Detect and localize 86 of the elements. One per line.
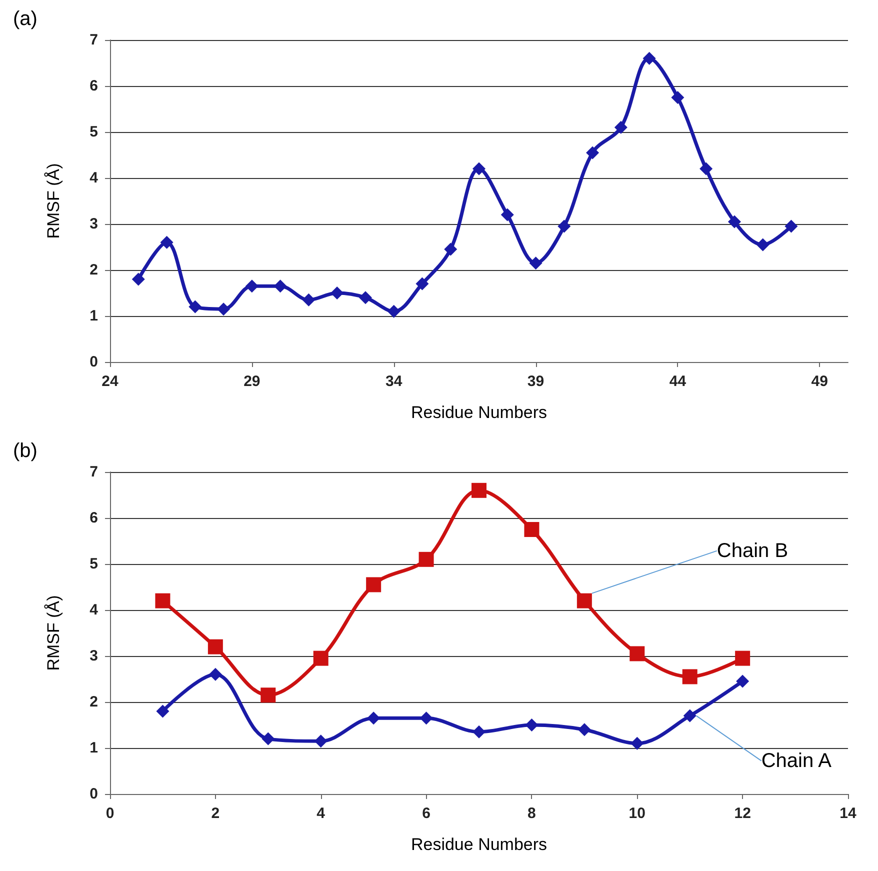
point bbox=[260, 688, 276, 703]
point bbox=[330, 286, 344, 300]
point bbox=[420, 712, 433, 725]
point bbox=[630, 736, 644, 750]
point bbox=[274, 280, 287, 293]
text: Chain A bbox=[761, 750, 832, 772]
x-tick-label: 6 bbox=[422, 805, 430, 822]
point bbox=[262, 732, 275, 746]
point bbox=[416, 277, 429, 290]
point bbox=[500, 208, 514, 222]
point bbox=[245, 280, 258, 293]
y-tick-label: 4 bbox=[90, 602, 99, 618]
x-tick-label: 0 bbox=[106, 805, 114, 822]
y-tick-label: 6 bbox=[90, 510, 98, 526]
point bbox=[784, 220, 798, 233]
text: Chain B bbox=[716, 540, 788, 562]
x-tick-label: 2 bbox=[211, 805, 220, 822]
y-tick-label: 7 bbox=[90, 464, 98, 480]
point bbox=[642, 52, 656, 65]
y-tick-label: 5 bbox=[90, 124, 98, 140]
y-tick-label: 3 bbox=[90, 216, 98, 232]
x-tick-label: 8 bbox=[528, 805, 536, 822]
y-axis-title: RMSF (Å) bbox=[44, 163, 63, 239]
x-tick-label: 49 bbox=[811, 373, 828, 390]
point bbox=[736, 674, 750, 688]
point bbox=[630, 646, 645, 662]
point bbox=[524, 522, 540, 537]
x-tick-label: 34 bbox=[386, 373, 403, 390]
point bbox=[472, 725, 486, 738]
point bbox=[558, 220, 571, 233]
point bbox=[313, 650, 328, 666]
point bbox=[472, 162, 486, 176]
point bbox=[302, 293, 316, 306]
x-tick-label: 39 bbox=[527, 373, 544, 390]
point bbox=[682, 669, 698, 684]
point bbox=[735, 650, 750, 666]
chart-title: (a) bbox=[13, 8, 38, 30]
point bbox=[728, 215, 741, 228]
point bbox=[160, 236, 174, 249]
x-tick-label: 10 bbox=[628, 805, 646, 822]
point bbox=[444, 242, 458, 256]
point bbox=[700, 162, 713, 176]
point bbox=[358, 291, 372, 304]
point bbox=[586, 146, 600, 160]
point bbox=[387, 304, 400, 318]
point bbox=[578, 723, 591, 736]
x-tick-label: 44 bbox=[669, 373, 687, 390]
y-tick-label: 2 bbox=[90, 262, 98, 278]
point bbox=[472, 482, 486, 498]
point bbox=[208, 639, 223, 654]
x-tick-label: 29 bbox=[244, 373, 260, 390]
point bbox=[132, 272, 145, 286]
point bbox=[614, 120, 628, 134]
point bbox=[576, 593, 592, 608]
point bbox=[683, 709, 696, 722]
point bbox=[525, 718, 538, 732]
point bbox=[217, 302, 230, 316]
y-tick-label: 4 bbox=[90, 170, 99, 186]
point bbox=[529, 256, 542, 270]
point bbox=[188, 300, 202, 314]
point bbox=[155, 593, 170, 608]
x-tick-label: 4 bbox=[316, 805, 326, 822]
point bbox=[367, 712, 380, 725]
point bbox=[671, 91, 684, 104]
point bbox=[366, 577, 382, 592]
point bbox=[418, 552, 434, 567]
y-tick-label: 0 bbox=[90, 786, 98, 802]
x-tick-label: 12 bbox=[734, 805, 751, 822]
y-tick-label: 5 bbox=[90, 556, 98, 572]
y-tick-label: 6 bbox=[90, 78, 98, 94]
y-tick-label: 1 bbox=[90, 308, 98, 324]
point bbox=[756, 238, 770, 252]
point bbox=[156, 704, 170, 718]
y-tick-label: 7 bbox=[90, 32, 98, 48]
y-tick-label: 1 bbox=[90, 740, 98, 756]
point bbox=[208, 668, 222, 681]
x-tick-label: 24 bbox=[102, 373, 119, 390]
x-axis-title: Residue Numbers bbox=[410, 403, 548, 422]
x-tick-label: 14 bbox=[840, 805, 857, 822]
x-axis-title: Residue Numbers bbox=[410, 835, 548, 854]
y-tick-label: 2 bbox=[90, 694, 98, 710]
y-axis-title: RMSF (Å) bbox=[44, 595, 63, 671]
chart-title: (b) bbox=[13, 440, 38, 462]
y-tick-label: 0 bbox=[90, 354, 98, 370]
y-tick-label: 3 bbox=[90, 648, 98, 664]
point bbox=[314, 734, 328, 748]
